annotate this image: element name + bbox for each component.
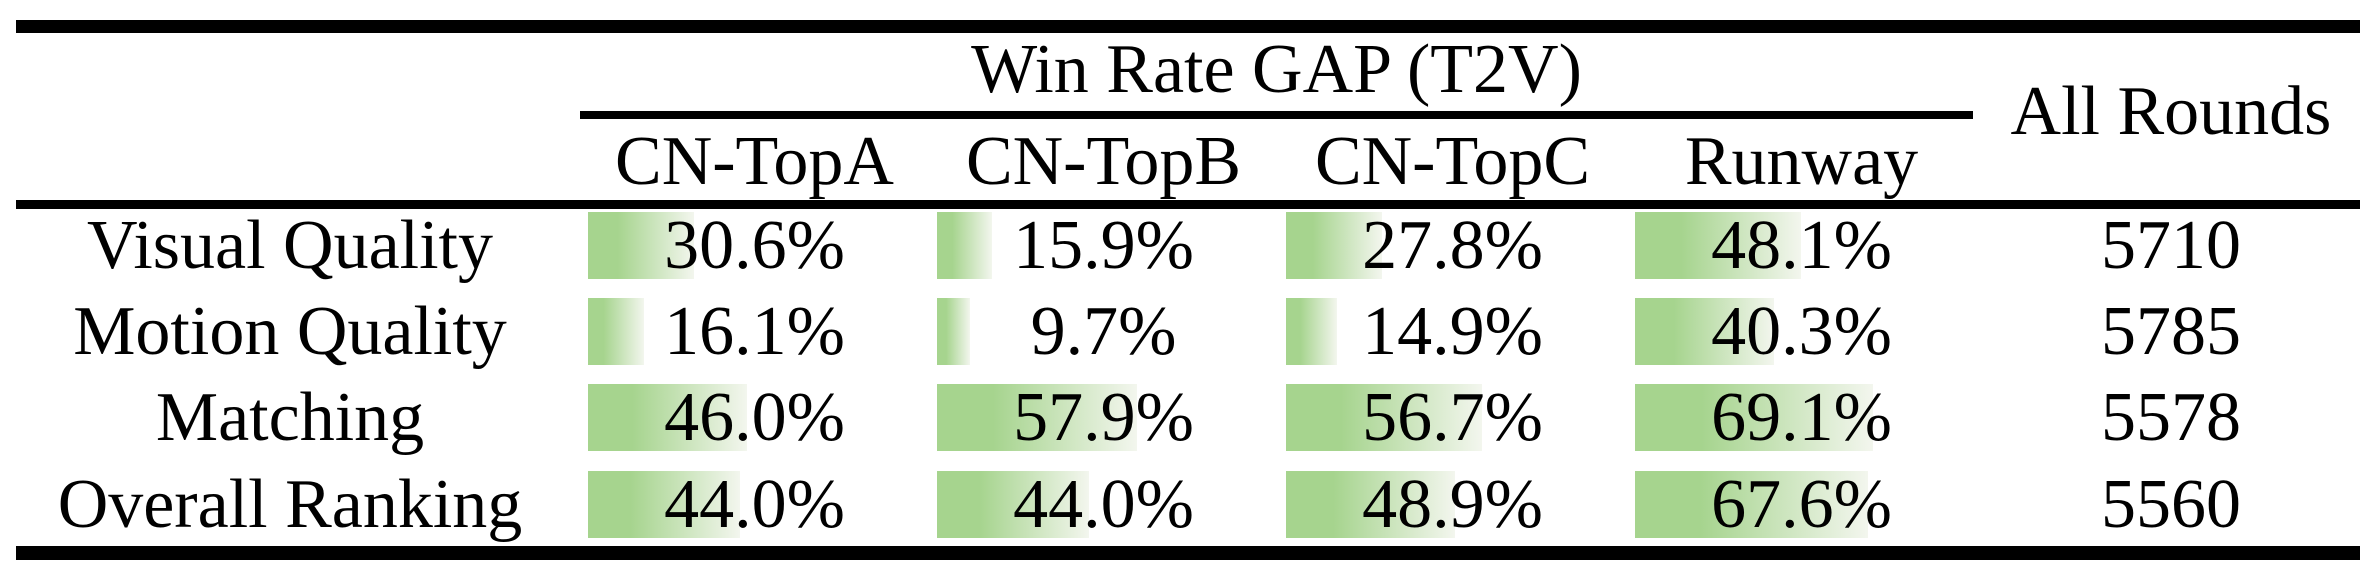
win-rate-bar bbox=[1635, 212, 1801, 279]
win-rate-bar bbox=[588, 212, 694, 279]
table-cell: 44.0% bbox=[580, 465, 929, 543]
win-rate-value: 67.6% bbox=[1711, 465, 1892, 543]
row-label-matching: Matching bbox=[155, 378, 425, 456]
table-cell: 16.1% bbox=[580, 292, 929, 370]
win-rate-bar bbox=[1635, 471, 1868, 538]
win-rate-value: 56.7% bbox=[1362, 378, 1543, 456]
header-body-rule bbox=[16, 200, 2360, 209]
table-cell: 14.9% bbox=[1278, 292, 1627, 370]
table-cell: 57.9% bbox=[929, 378, 1278, 456]
win-rate-bar bbox=[1635, 384, 1873, 451]
all-rounds-value: 5785 bbox=[2101, 292, 2241, 370]
win-rate-value: 48.9% bbox=[1362, 465, 1543, 543]
column-header-runway: Runway bbox=[1684, 123, 1919, 200]
win-rate-value: 48.1% bbox=[1711, 206, 1892, 284]
table-cell: 46.0% bbox=[580, 378, 929, 456]
table-cell: 67.6% bbox=[1627, 465, 1976, 543]
row-label-overall-ranking: Overall Ranking bbox=[57, 465, 523, 543]
bottom-rule bbox=[16, 546, 2360, 560]
table-cell: 69.1% bbox=[1627, 378, 1976, 456]
column-header-cn-topb: CN-TopB bbox=[965, 123, 1242, 200]
top-rule bbox=[16, 20, 2360, 33]
all-rounds-value: 5578 bbox=[2101, 378, 2241, 456]
win-rate-bar bbox=[937, 298, 970, 365]
table-cell: 27.8% bbox=[1278, 206, 1627, 284]
win-rate-value: 44.0% bbox=[1013, 465, 1194, 543]
all-rounds-value: 5560 bbox=[2101, 465, 2241, 543]
group-header-underline bbox=[580, 111, 1973, 119]
win-rate-bar bbox=[588, 298, 644, 365]
table-cell: 56.7% bbox=[1278, 378, 1627, 456]
group-header: Win Rate GAP (T2V) bbox=[971, 31, 1582, 108]
win-rate-value: 16.1% bbox=[664, 292, 845, 370]
win-rate-value: 46.0% bbox=[664, 378, 845, 456]
table-cell: 15.9% bbox=[929, 206, 1278, 284]
win-rate-value: 57.9% bbox=[1013, 378, 1194, 456]
win-rate-bar bbox=[1286, 471, 1455, 538]
win-rate-value: 30.6% bbox=[664, 206, 845, 284]
table-cell: 44.0% bbox=[929, 465, 1278, 543]
win-rate-bar bbox=[937, 471, 1089, 538]
win-rate-bar bbox=[937, 384, 1137, 451]
table-cell: 40.3% bbox=[1627, 292, 1976, 370]
win-rate-bar bbox=[588, 384, 747, 451]
win-rate-value: 40.3% bbox=[1711, 292, 1892, 370]
row-label-visual-quality: Visual Quality bbox=[86, 206, 494, 284]
win-rate-bar bbox=[1286, 212, 1382, 279]
win-rate-value: 9.7% bbox=[1030, 292, 1177, 370]
row-label-motion-quality: Motion Quality bbox=[73, 292, 507, 370]
win-rate-value: 14.9% bbox=[1362, 292, 1543, 370]
column-header-cn-topa: CN-TopA bbox=[615, 123, 894, 200]
table-cell: 48.9% bbox=[1278, 465, 1627, 543]
table-cell: 30.6% bbox=[580, 206, 929, 284]
all-rounds-value: 5710 bbox=[2101, 206, 2241, 284]
win-rate-bar bbox=[1286, 298, 1337, 365]
win-rate-value: 15.9% bbox=[1013, 206, 1194, 284]
all-rounds-header: All Rounds bbox=[2010, 73, 2332, 150]
win-rate-value: 69.1% bbox=[1711, 378, 1892, 456]
win-rate-bar bbox=[1286, 384, 1482, 451]
win-rate-value: 44.0% bbox=[664, 465, 845, 543]
win-rate-bar bbox=[937, 212, 992, 279]
win-rate-bar bbox=[588, 471, 740, 538]
column-header-cn-topc: CN-TopC bbox=[1314, 123, 1591, 200]
win-rate-bar bbox=[1635, 298, 1774, 365]
win-rate-value: 27.8% bbox=[1362, 206, 1543, 284]
table-cell: 48.1% bbox=[1627, 206, 1976, 284]
table-cell: 9.7% bbox=[929, 292, 1278, 370]
